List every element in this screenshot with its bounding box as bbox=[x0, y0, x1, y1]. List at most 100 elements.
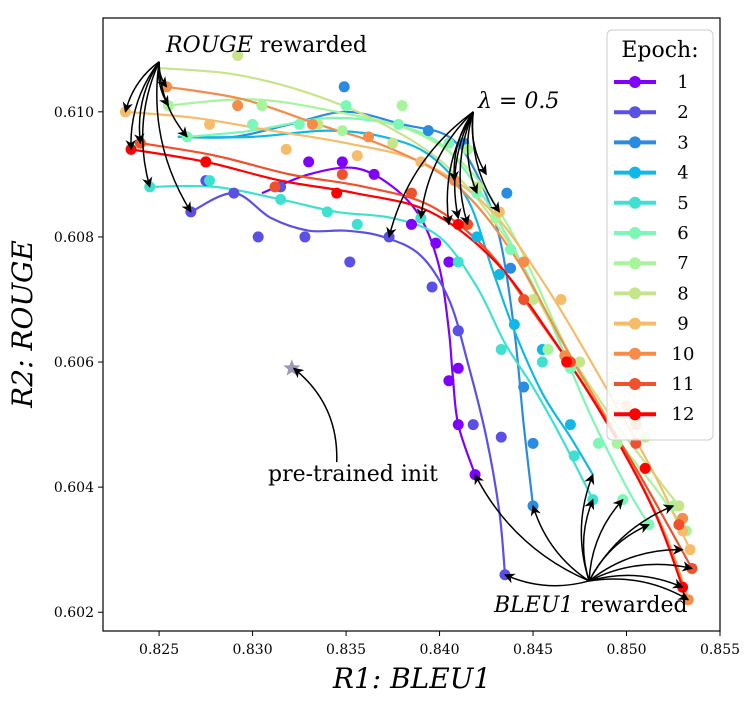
series-6-point-9 bbox=[592, 437, 604, 449]
legend-marker-7 bbox=[629, 257, 641, 270]
series-11-point-2 bbox=[269, 181, 281, 193]
series-9-point-6 bbox=[555, 293, 567, 305]
series-11-point-8 bbox=[630, 437, 642, 449]
series-6-point-7 bbox=[505, 243, 517, 255]
legend-marker-10 bbox=[629, 347, 641, 360]
x-tick-label: 0.840 bbox=[419, 642, 459, 658]
y-tick-label: 0.606 bbox=[54, 355, 94, 371]
y-tick-label: 0.608 bbox=[54, 230, 94, 246]
lambda-arrow-3 bbox=[451, 111, 474, 220]
series-3-point-0 bbox=[338, 81, 350, 93]
lambda-annotation-label: λ = 0.5 bbox=[477, 89, 559, 114]
bleu-arrow-2 bbox=[530, 504, 590, 582]
series-6-point-2 bbox=[293, 118, 305, 130]
bleu-arrow-9 bbox=[589, 578, 690, 601]
series-2-point-11 bbox=[495, 431, 507, 443]
legend-title: Epoch: bbox=[621, 38, 698, 63]
init-point-star bbox=[283, 359, 301, 376]
legend-label-9: 9 bbox=[677, 314, 688, 335]
y-axis-title: R2: ROUGE bbox=[6, 240, 39, 409]
rouge-arrow-4 bbox=[158, 61, 188, 138]
x-tick-label: 0.855 bbox=[700, 642, 740, 658]
series-3-point-1 bbox=[422, 125, 434, 137]
legend-marker-11 bbox=[629, 378, 641, 390]
legend-label-12: 12 bbox=[672, 404, 695, 425]
series-8-point-2 bbox=[387, 137, 399, 149]
rouge-arrow-6 bbox=[157, 61, 170, 107]
x-tick-label: 0.830 bbox=[233, 642, 273, 658]
series-11-point-9 bbox=[673, 519, 685, 531]
rouge-arrow-7 bbox=[134, 61, 160, 145]
series-1-point-8 bbox=[443, 375, 455, 387]
series-7-point-6 bbox=[542, 344, 554, 356]
series-12-point-4 bbox=[561, 356, 573, 368]
series-11-point-3 bbox=[336, 168, 348, 180]
series-7-point-7 bbox=[611, 437, 623, 449]
series-12-point-1 bbox=[200, 156, 212, 168]
series-7-point-2 bbox=[336, 125, 348, 137]
init-annotation-label: pre-trained init bbox=[268, 462, 438, 487]
bleu-arrow-0 bbox=[504, 573, 590, 587]
series-2-point-0 bbox=[185, 206, 197, 218]
series-5-point-8 bbox=[536, 356, 548, 368]
series-3-point-5 bbox=[518, 381, 530, 393]
rouge-arrow-1 bbox=[125, 61, 160, 151]
series-1-point-1 bbox=[336, 156, 348, 168]
legend-label-1: 1 bbox=[677, 72, 688, 93]
series-2-point-2 bbox=[228, 187, 240, 199]
series-12-point-2 bbox=[331, 187, 343, 199]
y-tick-label: 0.602 bbox=[54, 605, 94, 621]
rouge-annotation-suffix: rewarded bbox=[253, 33, 367, 58]
legend-label-7: 7 bbox=[677, 253, 688, 274]
rouge-annotation-metric: ROUGE bbox=[165, 33, 253, 58]
lambda-arrow-4 bbox=[459, 111, 474, 226]
series-1-point-2 bbox=[368, 168, 380, 180]
legend-label-2: 2 bbox=[677, 102, 688, 123]
series-5-point-1 bbox=[204, 175, 216, 187]
x-axis-title: R1: BLEU1 bbox=[332, 662, 491, 695]
series-8-point-0 bbox=[232, 50, 244, 62]
series-2-point-9 bbox=[452, 325, 464, 337]
init-arrow bbox=[292, 367, 338, 463]
bleu-arrow-11 bbox=[588, 561, 693, 582]
series-12-point-5 bbox=[639, 462, 651, 474]
series-10-point-2 bbox=[306, 118, 318, 130]
series-2-curve bbox=[190, 192, 507, 575]
legend-marker-1 bbox=[629, 76, 641, 88]
series-10-point-3 bbox=[362, 131, 374, 143]
series-points bbox=[119, 50, 698, 606]
series-1-point-0 bbox=[303, 156, 315, 168]
legend-label-11: 11 bbox=[672, 374, 695, 395]
lambda-arrow-8 bbox=[448, 111, 474, 182]
series-7-point-3 bbox=[396, 100, 408, 112]
legend-label-6: 6 bbox=[677, 223, 688, 244]
annotation-arrows bbox=[122, 61, 693, 601]
series-1-point-9 bbox=[452, 419, 464, 431]
legend-label-5: 5 bbox=[677, 193, 688, 214]
series-2-point-5 bbox=[299, 231, 311, 243]
bleu-arrow-7 bbox=[588, 504, 675, 582]
series-1-point-3 bbox=[406, 218, 417, 230]
series-3-point-4 bbox=[505, 262, 517, 274]
legend-marker-9 bbox=[629, 317, 641, 330]
legend-marker-8 bbox=[629, 287, 641, 300]
bleu-annotation-label: BLEU1 rewarded bbox=[493, 593, 688, 618]
lambda-arrow-6 bbox=[471, 111, 487, 176]
legend-marker-12 bbox=[629, 408, 641, 421]
series-6-point-4 bbox=[392, 118, 404, 130]
series-3-point-6 bbox=[527, 437, 539, 449]
x-tick-label: 0.825 bbox=[139, 642, 179, 658]
series-4-point-0 bbox=[471, 231, 483, 243]
bleu-arrow-4 bbox=[580, 473, 595, 582]
legend-label-4: 4 bbox=[677, 163, 688, 184]
series-9-point-2 bbox=[280, 143, 292, 155]
legend-marker-3 bbox=[629, 136, 641, 149]
series-11-point-6 bbox=[518, 293, 530, 305]
y-tick-label: 0.610 bbox=[54, 105, 94, 121]
plot-frame bbox=[102, 17, 721, 632]
bleu-annotation-suffix: rewarded bbox=[573, 593, 687, 618]
legend-marker-5 bbox=[629, 196, 641, 209]
lambda-arrow-1 bbox=[416, 111, 474, 220]
series-1-point-5 bbox=[443, 256, 455, 268]
